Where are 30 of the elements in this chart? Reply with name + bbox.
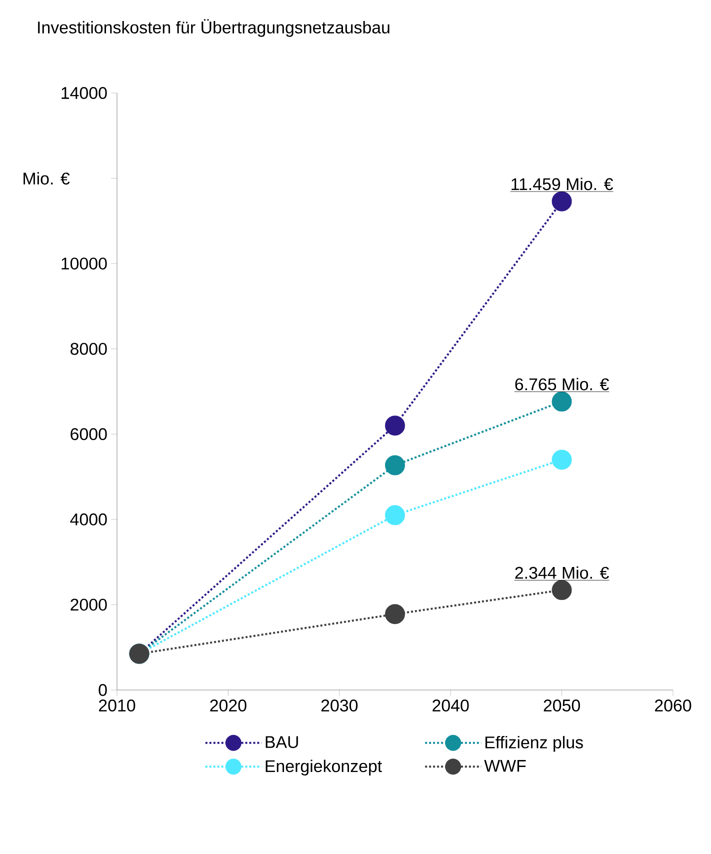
x-tick-label: 2050 <box>544 700 580 712</box>
y-tick-label: 10000 <box>62 258 107 270</box>
y-tick-label: 6000 <box>70 428 107 440</box>
y-axis-title: Mio. € <box>24 172 70 185</box>
x-tick-label: 2060 <box>655 700 692 712</box>
x-tick-label: 2040 <box>432 700 469 712</box>
chart-title: Investitionskosten für Übertragungsnetzausbau <box>38 19 390 37</box>
annotation: 2.344 Mio. € <box>515 566 609 579</box>
point <box>385 604 405 624</box>
legend-label: BAU <box>266 736 298 748</box>
x-tick-label: 2020 <box>210 700 246 712</box>
legend-label: Effizienz plus <box>485 736 583 752</box>
y-tick-label: 8000 <box>70 342 107 355</box>
y-tick-label: 2000 <box>70 598 107 611</box>
point <box>552 580 572 600</box>
point <box>552 450 572 470</box>
x-tick-label: 2010 <box>99 700 136 712</box>
point <box>385 505 405 526</box>
point <box>552 191 572 212</box>
point <box>385 416 405 436</box>
legend-label: WWF <box>484 760 526 772</box>
annotation: 6.765 Mio. € <box>515 378 609 390</box>
point <box>385 455 405 476</box>
x-tick-label: 2030 <box>321 700 358 712</box>
annotation: 11.459 Mio. € <box>512 178 614 190</box>
legend-label: Energiekonzept <box>266 760 382 776</box>
y-tick-label: 4000 <box>70 513 107 526</box>
y-tick-label: 0 <box>98 684 107 696</box>
point <box>552 392 572 412</box>
y-tick-label: 14000 <box>62 86 107 99</box>
